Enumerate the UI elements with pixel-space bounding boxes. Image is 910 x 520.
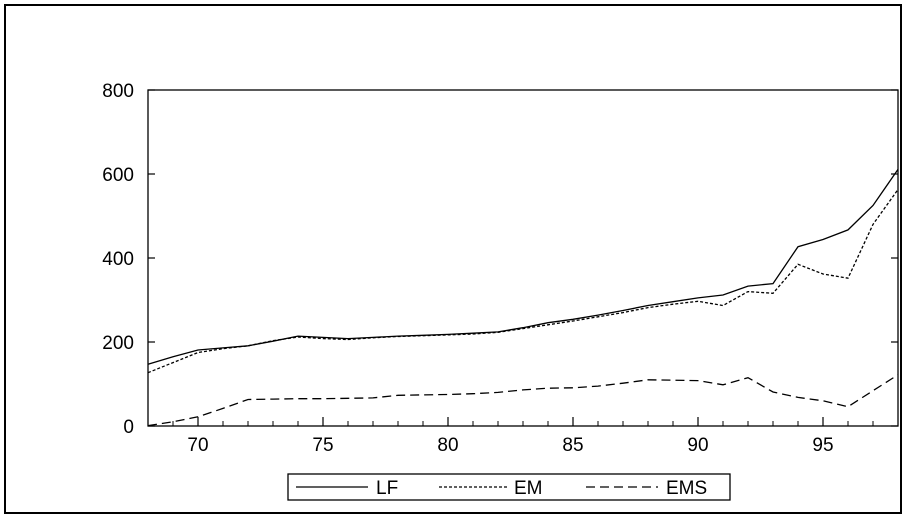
x-tick-label: 85 — [562, 435, 583, 456]
legend: LF EM EMS — [287, 473, 731, 501]
plot-area — [147, 89, 899, 427]
plot-border — [147, 89, 899, 427]
y-tick-label: 0 — [123, 417, 134, 438]
x-tick-label: 80 — [437, 435, 458, 456]
series-line-em — [147, 189, 899, 374]
x-axis: 70 75 80 85 90 95 — [147, 417, 899, 456]
y-tick-label: 800 — [102, 81, 134, 102]
y-tick-label: 400 — [102, 249, 134, 270]
series-layer — [147, 169, 899, 427]
y-tick-label: 600 — [102, 165, 134, 186]
line-chart: 0 200 400 600 800 70 75 80 85 90 95 LF EM EMS — [102, 81, 899, 501]
x-tick-label: 70 — [187, 435, 208, 456]
x-tick-label: 75 — [312, 435, 333, 456]
series-line-lf — [147, 169, 899, 365]
legend-label-em: EM — [514, 478, 543, 499]
x-tick-label: 90 — [687, 435, 708, 456]
legend-label-ems: EMS — [666, 478, 707, 499]
y-tick-label: 200 — [102, 333, 134, 354]
legend-label-lf: LF — [376, 478, 398, 499]
series-line-ems — [147, 374, 899, 427]
x-tick-label: 95 — [812, 435, 833, 456]
chart-frame: 0 200 400 600 800 70 75 80 85 90 95 LF EM EMS — [4, 4, 902, 514]
y-axis: 0 200 400 600 800 — [102, 81, 898, 438]
